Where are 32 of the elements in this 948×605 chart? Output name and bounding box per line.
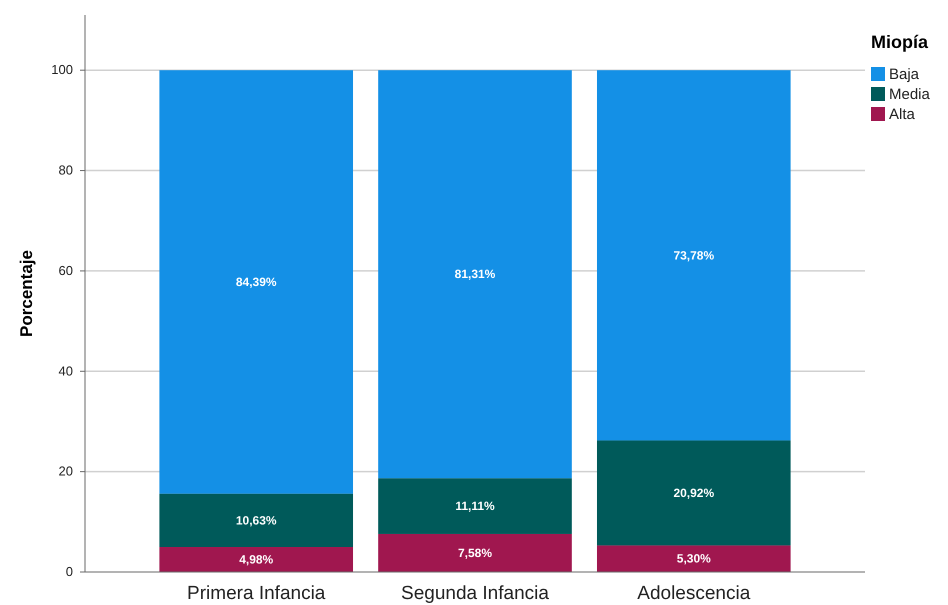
- x-tick-label: Adolescencia: [637, 583, 751, 604]
- x-tick-label: Segunda Infancia: [401, 583, 550, 604]
- data-label: 73,78%: [673, 248, 714, 262]
- bar: [378, 478, 572, 534]
- data-label: 81,31%: [454, 267, 496, 282]
- y-tick-label: 60: [58, 262, 73, 278]
- data-label: 10,63%: [236, 513, 277, 528]
- data-label: 5,30%: [676, 552, 712, 566]
- bar: [159, 494, 354, 548]
- data-label: 84,39%: [236, 274, 277, 289]
- legend-label: Media: [889, 86, 931, 103]
- y-axis-title: Porcentaje: [17, 250, 36, 337]
- data-label: 11,11%: [455, 499, 496, 514]
- y-tick-label: 20: [58, 464, 73, 479]
- legend-label: Alta: [889, 106, 916, 123]
- bar: [596, 545, 791, 572]
- legend-label: Baja: [889, 66, 920, 83]
- y-tick-label: 0: [66, 564, 73, 579]
- legend-title: Miopía: [871, 32, 929, 52]
- y-tick-label: 100: [51, 62, 73, 78]
- data-label: 7,58%: [458, 546, 492, 560]
- y-tick-label: 40: [58, 363, 73, 378]
- data-label: 20,92%: [673, 486, 714, 500]
- x-tick-label: Primera Infancia: [187, 583, 326, 604]
- y-tick-label: 80: [58, 162, 73, 178]
- bar: [596, 440, 791, 546]
- data-label: 4,98%: [239, 552, 274, 567]
- bar: [596, 70, 791, 440]
- bar: [159, 547, 354, 572]
- bar: [159, 70, 354, 494]
- bar: [378, 534, 572, 572]
- bar: [378, 70, 572, 478]
